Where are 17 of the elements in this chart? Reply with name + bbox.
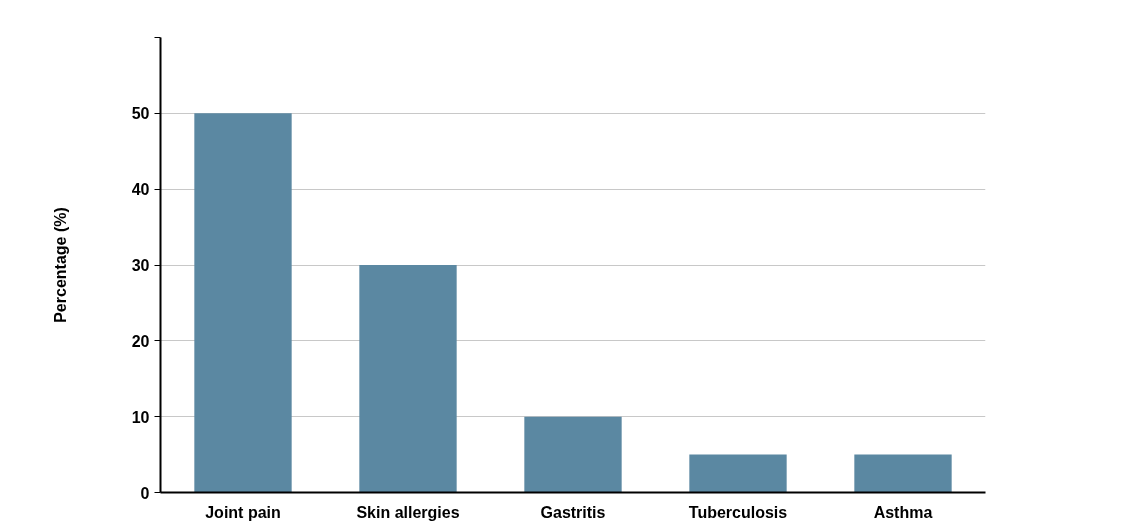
y-tick-label: 20 <box>131 332 150 350</box>
x-tick-label: Gastritis <box>540 503 606 521</box>
x-tick-label: Tuberculosis <box>688 503 788 521</box>
bar <box>854 454 952 493</box>
x-tick-label: Asthma <box>873 503 933 521</box>
y-tick-label: 0 <box>140 484 150 502</box>
bar <box>689 454 787 493</box>
x-tick-label: Skin allergies <box>356 503 460 521</box>
y-tick-label: 50 <box>131 105 150 123</box>
y-tick-label: 10 <box>131 408 150 426</box>
bar <box>194 113 292 493</box>
y-tick-label: 40 <box>131 181 150 199</box>
x-tick-label: Joint pain <box>205 503 281 521</box>
bar <box>359 265 457 493</box>
bar <box>524 416 622 493</box>
y-tick-label: 30 <box>131 257 150 274</box>
y-axis-title: Percentage (%) <box>51 207 69 323</box>
